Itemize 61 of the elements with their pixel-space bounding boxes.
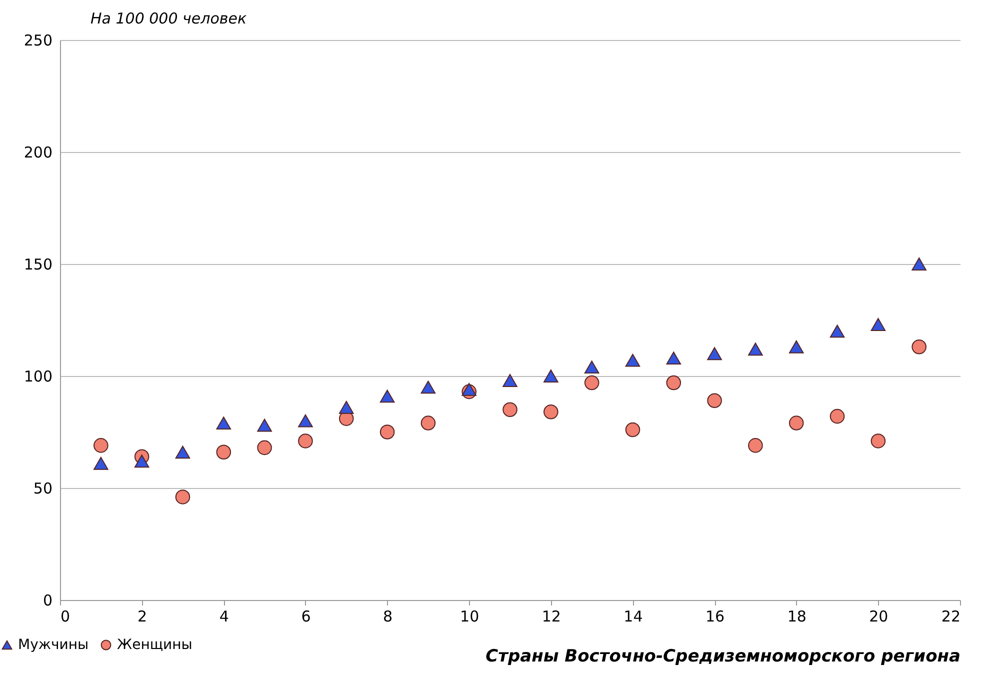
point xyxy=(788,340,804,354)
y-tick-label: 150 xyxy=(24,256,52,274)
point xyxy=(257,418,272,432)
x-tick-label: 10 xyxy=(460,608,480,626)
point xyxy=(298,434,313,448)
x-tick-label: 20 xyxy=(869,608,888,626)
x-tick-label: 2 xyxy=(138,608,148,626)
y-tick-label: 250 xyxy=(24,32,52,50)
x-tick-label: 0 xyxy=(60,608,70,626)
point xyxy=(748,342,763,356)
x-tick-label: 12 xyxy=(542,608,561,626)
point xyxy=(707,393,722,408)
point xyxy=(216,444,232,460)
x-tick-label: 6 xyxy=(301,608,311,626)
point xyxy=(666,375,682,390)
point xyxy=(502,402,518,417)
y-tick-label: 0 xyxy=(42,592,52,610)
point xyxy=(175,446,190,459)
point xyxy=(830,408,845,424)
x-tick-label: 18 xyxy=(787,608,806,626)
y-tick-label: 100 xyxy=(24,368,52,386)
point xyxy=(462,382,476,396)
point xyxy=(584,375,600,390)
point xyxy=(380,390,395,403)
point xyxy=(420,380,436,394)
x-axis-title: Страны Восточно-Средиземноморского региона xyxy=(486,646,960,666)
point xyxy=(175,490,190,504)
point xyxy=(584,360,600,374)
point xyxy=(625,422,640,438)
point xyxy=(420,416,436,430)
point xyxy=(544,404,558,420)
point xyxy=(748,438,763,453)
point xyxy=(544,370,558,382)
point xyxy=(380,424,395,440)
y-tick-label: 200 xyxy=(24,144,52,162)
point xyxy=(216,416,232,430)
point xyxy=(94,456,108,470)
point xyxy=(707,347,722,360)
point xyxy=(134,454,150,468)
point xyxy=(870,318,886,331)
point xyxy=(338,400,354,414)
point xyxy=(830,324,845,338)
point xyxy=(788,416,804,430)
x-tick-label: 22 xyxy=(941,608,960,626)
legend-label: Мужчины xyxy=(18,637,89,653)
point xyxy=(257,440,272,456)
point xyxy=(625,354,640,367)
point xyxy=(298,414,313,428)
point xyxy=(502,374,518,387)
point xyxy=(912,258,926,270)
x-tick-label: 4 xyxy=(219,608,229,626)
y-axis-title: На 100 000 человек xyxy=(90,10,247,28)
y-tick-label: 50 xyxy=(33,480,52,498)
x-tick-label: 16 xyxy=(706,608,725,626)
point xyxy=(666,352,682,365)
legend-label: Женщины xyxy=(117,637,192,653)
point xyxy=(912,340,926,354)
x-tick-label: 8 xyxy=(383,608,393,626)
x-tick-label: 14 xyxy=(624,608,643,626)
point xyxy=(870,434,886,448)
point xyxy=(94,438,108,453)
